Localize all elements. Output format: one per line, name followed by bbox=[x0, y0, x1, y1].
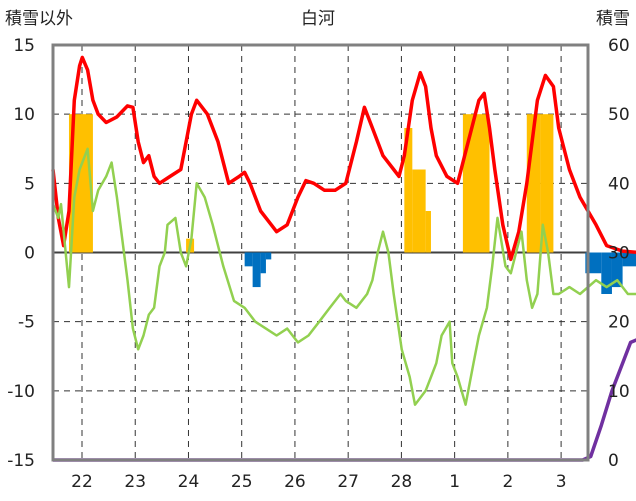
left-tick-label: -10 bbox=[7, 382, 35, 402]
bar-14 bbox=[611, 252, 623, 288]
left-tick-label: 10 bbox=[13, 105, 35, 125]
series-line-green bbox=[51, 147, 636, 406]
series-line-purple bbox=[53, 338, 636, 462]
bar-13 bbox=[601, 252, 612, 294]
left-tick-label: -5 bbox=[18, 313, 35, 333]
x-tick-label: 22 bbox=[71, 472, 93, 492]
bar-7 bbox=[540, 114, 554, 253]
right-tick-label: 60 bbox=[608, 36, 630, 56]
left-axis-label: 積雪以外 bbox=[5, 9, 73, 29]
right-tick-label: 30 bbox=[608, 244, 630, 264]
x-tick-label: 26 bbox=[284, 472, 306, 492]
x-tick-label: 28 bbox=[391, 472, 413, 492]
x-tick-label: 1 bbox=[449, 472, 460, 492]
bar-5 bbox=[462, 114, 490, 253]
bar-8 bbox=[244, 252, 253, 267]
right-axis-label: 積雪 bbox=[596, 9, 630, 29]
bar-15 bbox=[622, 252, 636, 267]
right-tick-label: 10 bbox=[608, 382, 630, 402]
right-tick-label: 20 bbox=[608, 313, 630, 333]
bar-4 bbox=[425, 211, 431, 253]
left-tick-label: 5 bbox=[24, 174, 35, 194]
chart-title: 白河 bbox=[301, 9, 335, 29]
left-tick-label: 0 bbox=[24, 244, 35, 264]
x-tick-label: 24 bbox=[178, 472, 200, 492]
left-tick-label: 15 bbox=[13, 36, 35, 56]
right-tick-label: 50 bbox=[608, 105, 630, 125]
bar-10 bbox=[260, 252, 266, 274]
left-tick-label: -15 bbox=[7, 451, 35, 471]
series-line-red bbox=[51, 55, 636, 262]
x-tick-label: 2 bbox=[502, 472, 513, 492]
right-tick-label: 0 bbox=[608, 451, 619, 471]
bar-9 bbox=[252, 252, 261, 288]
x-tick-label: 25 bbox=[231, 472, 253, 492]
x-tick-label: 3 bbox=[556, 472, 567, 492]
bar-2 bbox=[404, 128, 413, 253]
bar-11 bbox=[265, 252, 272, 260]
right-tick-label: 40 bbox=[608, 174, 630, 194]
x-tick-label: 23 bbox=[124, 472, 146, 492]
plot-frame bbox=[51, 43, 590, 462]
x-tick-label: 27 bbox=[337, 472, 359, 492]
bar-3 bbox=[412, 169, 426, 253]
